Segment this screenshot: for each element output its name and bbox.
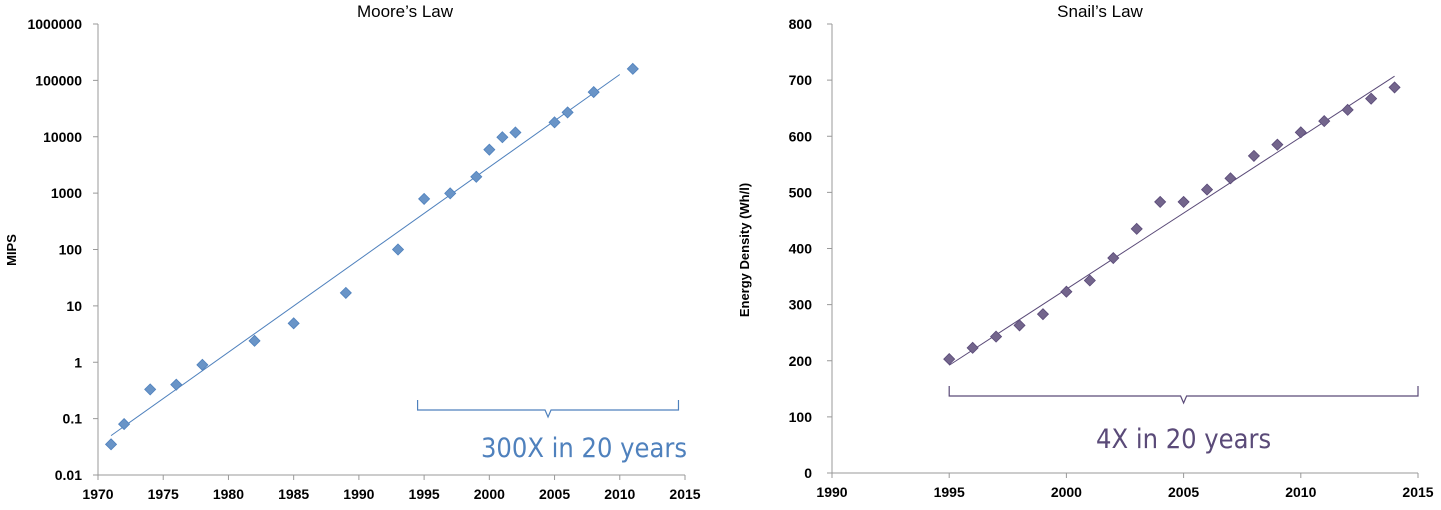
data-point (496, 131, 509, 144)
data-point (587, 86, 600, 99)
chart-title: Moore’s Law (357, 2, 454, 21)
x-tick-label: 2010 (1285, 484, 1316, 500)
data-point (1083, 274, 1096, 287)
y-tick-label: 800 (789, 16, 813, 32)
y-tick-label: 10000 (43, 129, 82, 145)
x-tick-label: 2005 (539, 486, 570, 502)
x-tick-label: 1980 (213, 486, 244, 502)
x-tick-label: 2015 (1402, 484, 1433, 500)
chart-title: Snail’s Law (1057, 2, 1143, 21)
y-tick-label: 100 (789, 409, 813, 425)
range-bracket (948, 386, 1419, 405)
data-point (1224, 172, 1237, 185)
y-axis-label: MIPS (4, 234, 19, 266)
y-tick-label: 100 (59, 242, 83, 258)
x-tick-label: 1975 (148, 486, 179, 502)
y-tick-label: 1000 (51, 185, 82, 201)
y-tick-label: 200 (789, 353, 813, 369)
data-point (1154, 195, 1167, 208)
y-tick-label: 700 (789, 72, 813, 88)
data-point (1271, 138, 1284, 151)
y-axis-label: Energy Density (Wh/l) (737, 183, 752, 317)
range-bracket (416, 400, 680, 419)
trendline (110, 74, 621, 437)
data-point (1318, 115, 1331, 128)
y-tick-label: 0.1 (63, 411, 83, 427)
data-point (118, 418, 131, 431)
x-tick-label: 2000 (1051, 484, 1082, 500)
data-point (561, 106, 574, 119)
trendline (948, 75, 1395, 366)
data-point (1036, 308, 1050, 321)
x-tick-label: 1985 (278, 486, 309, 502)
y-tick-label: 10 (66, 298, 82, 314)
data-point (418, 192, 431, 205)
data-point (509, 126, 522, 139)
y-tick-label: 600 (789, 128, 813, 144)
y-tick-label: 1 (74, 354, 82, 370)
y-tick-label: 300 (789, 297, 813, 313)
data-point (1341, 103, 1354, 116)
x-tick-label: 1970 (82, 486, 113, 502)
data-point (248, 334, 261, 347)
data-point (483, 143, 496, 156)
data-point (1013, 319, 1026, 332)
data-point (1130, 222, 1143, 235)
y-tick-label: 400 (789, 241, 813, 257)
data-point (144, 383, 157, 396)
y-tick-label: 100000 (35, 72, 82, 88)
data-point (1060, 285, 1073, 298)
data-point (966, 341, 979, 354)
growth-annotation: 300X in 20 years (481, 433, 687, 464)
data-point (626, 62, 639, 75)
x-tick-label: 1995 (934, 484, 965, 500)
x-tick-label: 2010 (604, 486, 635, 502)
data-point (287, 317, 300, 330)
data-point (1107, 251, 1120, 265)
y-tick-label: 500 (789, 184, 813, 200)
data-point (170, 378, 183, 391)
data-point (1177, 195, 1190, 208)
data-point (470, 170, 483, 183)
y-tick-label: 0.01 (55, 467, 82, 483)
x-tick-label: 2000 (474, 486, 505, 502)
x-tick-label: 1995 (409, 486, 440, 502)
x-tick-label: 1990 (816, 484, 847, 500)
x-tick-label: 2005 (1168, 484, 1199, 500)
snails-law-chart: Snail’s Law 0 100 200 300 400 500 600 700 800 1990… (737, 2, 1434, 500)
x-tick-label: 2015 (669, 486, 700, 502)
moores-law-chart: Moore’s Law 0.01 0.1 1 10 100 1000 10000 100000 1… (4, 2, 701, 502)
data-point (1388, 81, 1401, 94)
y-tick-label: 0 (804, 465, 812, 481)
data-point (444, 187, 457, 200)
data-point (196, 358, 209, 371)
data-point (548, 116, 561, 129)
growth-annotation: 4X in 20 years (1096, 424, 1271, 455)
data-point (339, 286, 352, 299)
y-tick-label: 1000000 (27, 16, 82, 32)
data-point (1247, 149, 1260, 162)
x-tick-label: 1990 (343, 486, 374, 502)
data-point (104, 438, 118, 451)
data-point (990, 330, 1003, 343)
data-point (1200, 183, 1214, 196)
data-point (1294, 126, 1307, 139)
data-point (391, 243, 405, 256)
data-point (943, 353, 956, 366)
data-point (1365, 92, 1378, 105)
